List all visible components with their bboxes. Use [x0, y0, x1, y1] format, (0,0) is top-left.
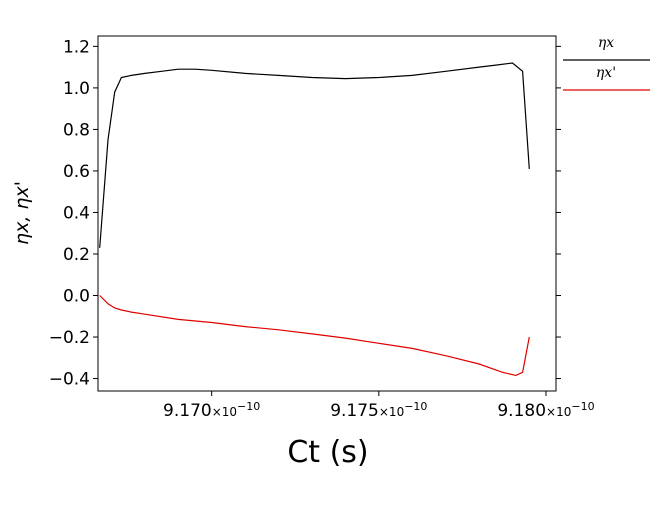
- y-tick-label: 0.2: [63, 245, 90, 265]
- legend-label-2: ηx': [596, 65, 616, 81]
- y-tick-label: −0.4: [49, 370, 90, 390]
- series-layer: [99, 62, 530, 377]
- x-axis-ticks: 9.170×10−10 9.175×10−10 9.180×10−10: [163, 391, 595, 421]
- y-tick-label: 0.4: [63, 203, 90, 223]
- x-axis-label-group: Ct (s): [287, 435, 368, 470]
- series-line-1: [99, 62, 530, 248]
- y-axis-label-group: ηx, ηx': [11, 181, 33, 245]
- y-tick-label: −0.2: [49, 328, 90, 348]
- y-axis-label: ηx, ηx': [11, 181, 33, 245]
- series-line-2: [99, 295, 530, 377]
- x-tick-label: 9.175×10−10: [330, 400, 427, 421]
- y-tick-label: 0.6: [63, 162, 90, 182]
- x-axis-label: Ct (s): [287, 435, 368, 470]
- y-axis-ticks: 1.2 1.0 0.8 0.6 0.4 0.2 0.0 −0.2 −0.4: [49, 37, 561, 390]
- legend-label-1: ηx: [598, 35, 614, 51]
- y-tick-label: 0.0: [63, 287, 90, 307]
- y-tick-label: 1.0: [63, 79, 90, 99]
- legend: ηx ηx': [563, 35, 650, 91]
- x-tick-label: 9.170×10−10: [163, 400, 260, 421]
- y-tick-label: 0.8: [63, 120, 90, 140]
- x-tick-label: 9.180×10−10: [497, 400, 594, 421]
- y-tick-label: 1.2: [63, 37, 90, 57]
- plot-frame: [97, 35, 557, 392]
